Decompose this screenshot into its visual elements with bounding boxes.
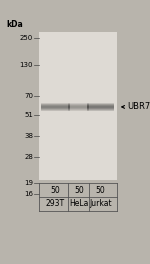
Text: 19: 19	[24, 181, 33, 186]
Bar	[39, 32, 117, 180]
Text: 51: 51	[24, 112, 33, 118]
Text: Jurkat: Jurkat	[89, 199, 112, 209]
Text: 250: 250	[20, 35, 33, 41]
Text: HeLa: HeLa	[69, 199, 88, 209]
Text: kDa: kDa	[6, 20, 23, 29]
Text: 28: 28	[24, 154, 33, 160]
Text: 293T: 293T	[46, 199, 65, 209]
Text: 50: 50	[51, 186, 60, 195]
Text: 50: 50	[96, 186, 105, 195]
Text: 130: 130	[20, 62, 33, 68]
Text: 38: 38	[24, 133, 33, 139]
Text: 16: 16	[24, 191, 33, 197]
Text: 70: 70	[24, 93, 33, 99]
Text: 50: 50	[74, 186, 84, 195]
Text: UBR7: UBR7	[128, 102, 150, 111]
